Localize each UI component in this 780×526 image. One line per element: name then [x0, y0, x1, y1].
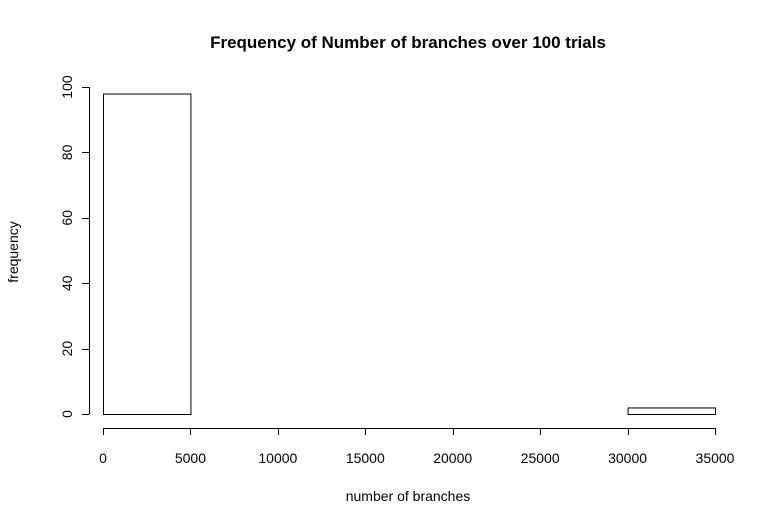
y-tick-label-1: 20 [59, 341, 75, 357]
x-axis: 0 5000 10000 15000 20000 25000 30000 35000 [99, 428, 735, 466]
y-tick-label-4: 80 [59, 144, 75, 160]
y-tick-label-2: 40 [59, 275, 75, 291]
y-axis-label: frequency [5, 221, 21, 282]
y-tick-label-3: 60 [59, 210, 75, 226]
x-tick-label-3: 15000 [346, 450, 385, 466]
x-tick-label-0: 0 [99, 450, 107, 466]
y-axis: 0 20 40 60 80 100 [59, 75, 90, 418]
y-tick-label-5: 100 [59, 75, 75, 99]
histogram-bars [103, 93, 716, 415]
x-tick-label-2: 10000 [258, 450, 297, 466]
histogram-bar-0 [103, 93, 192, 415]
chart-title: Frequency of Number of branches over 100… [210, 33, 606, 52]
x-axis-label: number of branches [346, 488, 471, 504]
x-tick-label-6: 30000 [608, 450, 647, 466]
x-tick-label-5: 25000 [521, 450, 560, 466]
x-tick-label-7: 35000 [696, 450, 735, 466]
x-tick-label-1: 5000 [175, 450, 206, 466]
x-tick-label-4: 20000 [433, 450, 472, 466]
y-tick-label-0: 0 [59, 410, 75, 418]
histogram-bar-6 [627, 407, 716, 415]
